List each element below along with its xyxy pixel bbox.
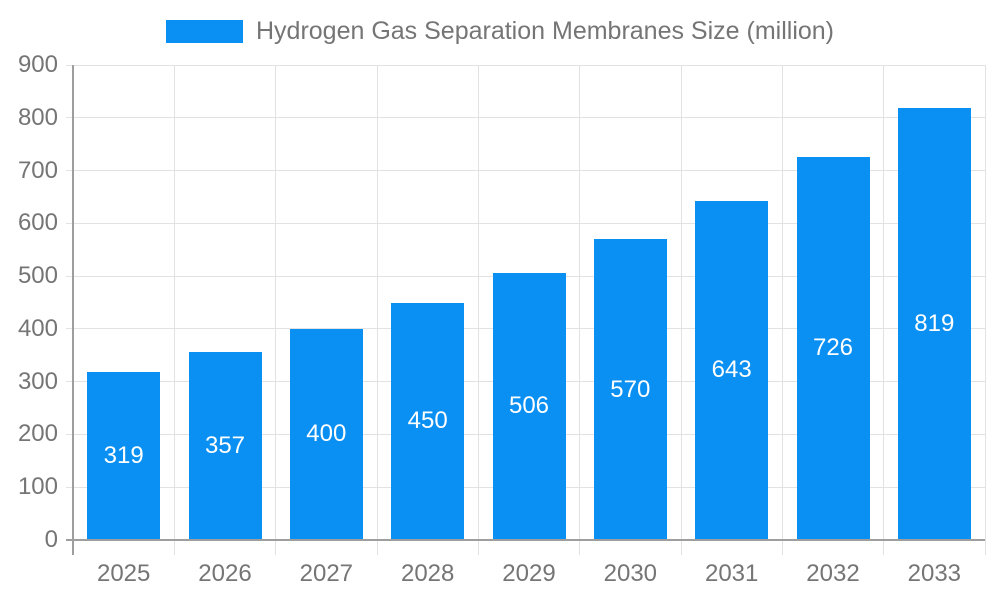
y-axis-tick-label: 200 bbox=[17, 420, 58, 448]
x-axis-tick-label: 2031 bbox=[704, 560, 759, 587]
x-axis-tick-label: 2029 bbox=[502, 560, 556, 587]
y-tick bbox=[66, 328, 73, 330]
y-gridline bbox=[73, 64, 985, 66]
bar-value-label: 506 bbox=[508, 392, 550, 420]
y-axis-line bbox=[72, 65, 74, 540]
bar-value-label: 643 bbox=[711, 356, 752, 384]
y-tick bbox=[66, 117, 73, 119]
bar-value-label: 726 bbox=[812, 334, 854, 362]
y-tick bbox=[66, 275, 73, 277]
x-tick bbox=[984, 540, 986, 555]
x-tick bbox=[173, 540, 175, 555]
bar-2029[interactable]: 506 bbox=[492, 272, 566, 540]
bar-value-label: 319 bbox=[103, 441, 144, 469]
y-axis-tick-label: 0 bbox=[44, 526, 58, 553]
x-gridline bbox=[984, 65, 986, 540]
bar-2026[interactable]: 357 bbox=[188, 351, 262, 540]
y-axis-tick-label: 600 bbox=[17, 209, 58, 237]
x-tick bbox=[275, 540, 277, 555]
bar-value-label: 357 bbox=[204, 431, 246, 459]
y-axis-tick-label: 900 bbox=[17, 51, 58, 78]
y-tick bbox=[66, 170, 73, 172]
x-axis-tick-label: 2027 bbox=[299, 560, 354, 587]
bar-value-label: 570 bbox=[610, 375, 651, 403]
bar-2028[interactable]: 450 bbox=[391, 302, 465, 540]
y-tick bbox=[66, 486, 73, 488]
y-tick bbox=[66, 222, 73, 224]
x-axis-tick-label: 2030 bbox=[603, 560, 658, 587]
y-axis-tick-label: 300 bbox=[17, 367, 58, 395]
x-gridline bbox=[883, 65, 885, 540]
x-axis-tick-label: 2032 bbox=[806, 560, 860, 587]
x-tick bbox=[477, 540, 479, 555]
bar-2025[interactable]: 319 bbox=[87, 371, 161, 540]
x-axis-line bbox=[66, 539, 985, 541]
y-gridline bbox=[73, 170, 985, 172]
bar-2027[interactable]: 400 bbox=[289, 328, 363, 540]
y-axis-tick-label: 400 bbox=[17, 314, 58, 342]
y-gridline bbox=[73, 117, 985, 119]
x-axis-tick-label: 2025 bbox=[96, 560, 151, 587]
x-axis-tick-label: 2033 bbox=[907, 560, 962, 587]
y-axis-tick-label: 500 bbox=[17, 262, 58, 290]
x-tick bbox=[376, 540, 378, 555]
y-tick bbox=[66, 433, 73, 435]
x-gridline bbox=[275, 65, 277, 540]
bar-2032[interactable]: 726 bbox=[796, 156, 870, 540]
y-tick bbox=[66, 381, 73, 383]
x-tick bbox=[72, 540, 74, 555]
bar-2030[interactable]: 570 bbox=[593, 239, 667, 540]
x-gridline bbox=[477, 65, 479, 540]
x-gridline bbox=[781, 65, 783, 540]
x-tick bbox=[579, 540, 581, 555]
x-gridline bbox=[680, 65, 682, 540]
y-tick bbox=[66, 64, 73, 66]
x-axis-tick-label: 2028 bbox=[400, 560, 455, 587]
legend-swatch[interactable] bbox=[165, 19, 243, 43]
bar-value-label: 400 bbox=[306, 420, 347, 448]
y-gridline bbox=[73, 222, 985, 224]
x-gridline bbox=[579, 65, 581, 540]
x-tick bbox=[680, 540, 682, 555]
x-axis-tick-label: 2026 bbox=[198, 560, 252, 587]
legend-label: Hydrogen Gas Separation Membranes Size (… bbox=[255, 17, 835, 45]
x-tick bbox=[781, 540, 783, 555]
legend[interactable]: Hydrogen Gas Separation Membranes Size (… bbox=[0, 16, 1000, 46]
x-gridline bbox=[173, 65, 175, 540]
bar-2033[interactable]: 819 bbox=[897, 107, 971, 540]
bar-value-label: 450 bbox=[407, 407, 448, 435]
bar-2031[interactable]: 643 bbox=[695, 200, 769, 540]
bar-value-label: 819 bbox=[914, 309, 955, 337]
x-tick bbox=[883, 540, 885, 555]
y-axis-tick-label: 700 bbox=[17, 156, 58, 184]
y-axis-tick-label: 800 bbox=[17, 103, 58, 131]
x-gridline bbox=[376, 65, 378, 540]
y-axis-tick-label: 100 bbox=[17, 473, 58, 501]
